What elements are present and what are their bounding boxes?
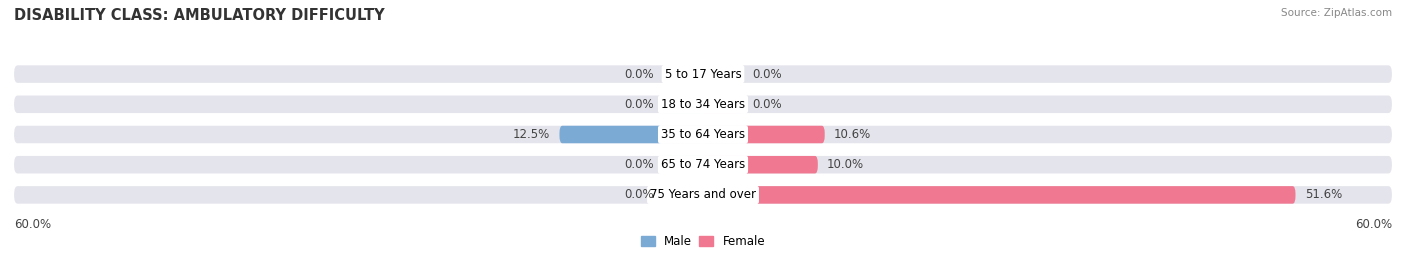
Text: 0.0%: 0.0% bbox=[624, 158, 654, 171]
Text: 5 to 17 Years: 5 to 17 Years bbox=[665, 68, 741, 81]
FancyBboxPatch shape bbox=[560, 126, 703, 143]
FancyBboxPatch shape bbox=[703, 95, 744, 113]
Text: 10.6%: 10.6% bbox=[834, 128, 872, 141]
FancyBboxPatch shape bbox=[662, 65, 703, 83]
Text: 0.0%: 0.0% bbox=[752, 68, 782, 81]
Text: 60.0%: 60.0% bbox=[14, 218, 51, 231]
Text: 18 to 34 Years: 18 to 34 Years bbox=[661, 98, 745, 111]
Text: 60.0%: 60.0% bbox=[1355, 218, 1392, 231]
FancyBboxPatch shape bbox=[14, 95, 1392, 113]
FancyBboxPatch shape bbox=[14, 186, 1392, 204]
FancyBboxPatch shape bbox=[14, 126, 1392, 143]
Text: 0.0%: 0.0% bbox=[624, 68, 654, 81]
FancyBboxPatch shape bbox=[662, 156, 703, 174]
Text: 12.5%: 12.5% bbox=[513, 128, 550, 141]
FancyBboxPatch shape bbox=[14, 156, 1392, 174]
Text: 65 to 74 Years: 65 to 74 Years bbox=[661, 158, 745, 171]
Text: 0.0%: 0.0% bbox=[752, 98, 782, 111]
FancyBboxPatch shape bbox=[662, 95, 703, 113]
Text: 35 to 64 Years: 35 to 64 Years bbox=[661, 128, 745, 141]
Text: Source: ZipAtlas.com: Source: ZipAtlas.com bbox=[1281, 8, 1392, 18]
Text: DISABILITY CLASS: AMBULATORY DIFFICULTY: DISABILITY CLASS: AMBULATORY DIFFICULTY bbox=[14, 8, 385, 23]
Text: 75 Years and over: 75 Years and over bbox=[650, 188, 756, 201]
Text: 0.0%: 0.0% bbox=[624, 98, 654, 111]
Text: 10.0%: 10.0% bbox=[827, 158, 865, 171]
Legend: Male, Female: Male, Female bbox=[636, 230, 770, 253]
FancyBboxPatch shape bbox=[703, 186, 1295, 204]
Text: 51.6%: 51.6% bbox=[1305, 188, 1341, 201]
FancyBboxPatch shape bbox=[662, 186, 703, 204]
Text: 0.0%: 0.0% bbox=[624, 188, 654, 201]
FancyBboxPatch shape bbox=[14, 65, 1392, 83]
FancyBboxPatch shape bbox=[703, 126, 825, 143]
FancyBboxPatch shape bbox=[703, 65, 744, 83]
FancyBboxPatch shape bbox=[703, 156, 818, 174]
